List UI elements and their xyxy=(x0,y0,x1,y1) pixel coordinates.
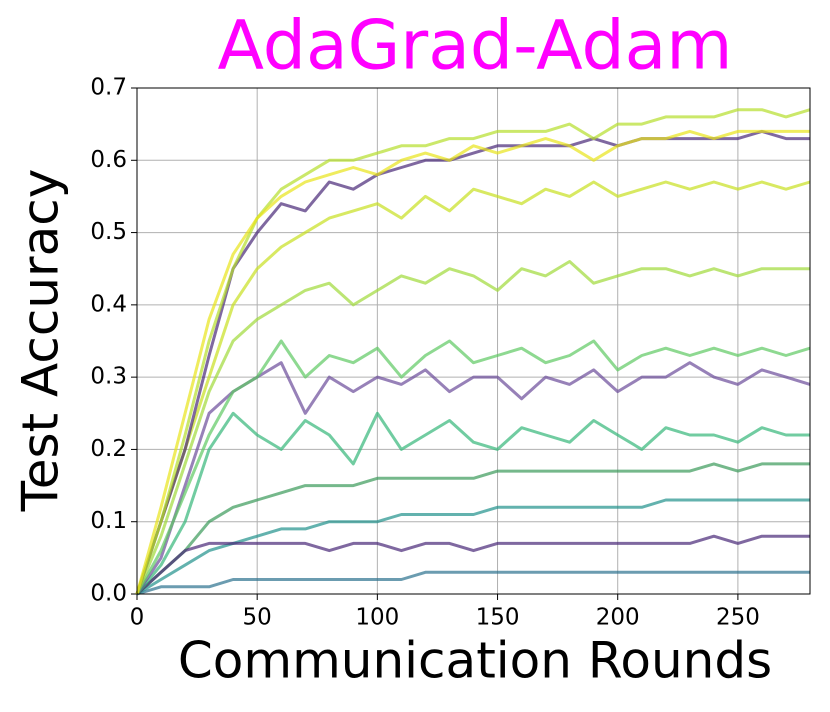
y-tick-label: 0.2 xyxy=(90,436,127,462)
series-line xyxy=(135,534,810,596)
series-line xyxy=(135,339,811,595)
x-tick-label: 150 xyxy=(476,605,520,631)
plot-frame xyxy=(136,87,811,595)
y-tick-label: 0.6 xyxy=(90,147,127,173)
series-line xyxy=(135,108,811,595)
series-line xyxy=(135,180,811,595)
y-tick-label: 0.5 xyxy=(90,219,127,245)
y-tick-label: 0.7 xyxy=(90,75,127,101)
x-tick-label: 0 xyxy=(130,605,145,631)
y-tick-label: 0.0 xyxy=(90,581,127,607)
chart-title: AdaGrad-Adam xyxy=(217,7,732,86)
series-line xyxy=(135,129,810,595)
x-axis-label: Communication Rounds xyxy=(178,632,772,690)
y-tick-label: 0.1 xyxy=(90,508,127,534)
x-tick-label: 250 xyxy=(716,605,760,631)
series-line xyxy=(135,462,810,596)
x-tick-label: 50 xyxy=(243,605,272,631)
series-line xyxy=(136,498,810,596)
x-tick-label: 200 xyxy=(596,605,640,631)
y-tick-label: 0.4 xyxy=(90,291,127,317)
series-line xyxy=(135,411,810,595)
series-line xyxy=(136,570,810,596)
series-line xyxy=(135,129,810,595)
x-tick-label: 100 xyxy=(355,605,399,631)
series-line xyxy=(135,260,810,595)
y-tick-label: 0.3 xyxy=(90,364,127,390)
y-axis-label: Test Accuracy xyxy=(12,169,70,513)
